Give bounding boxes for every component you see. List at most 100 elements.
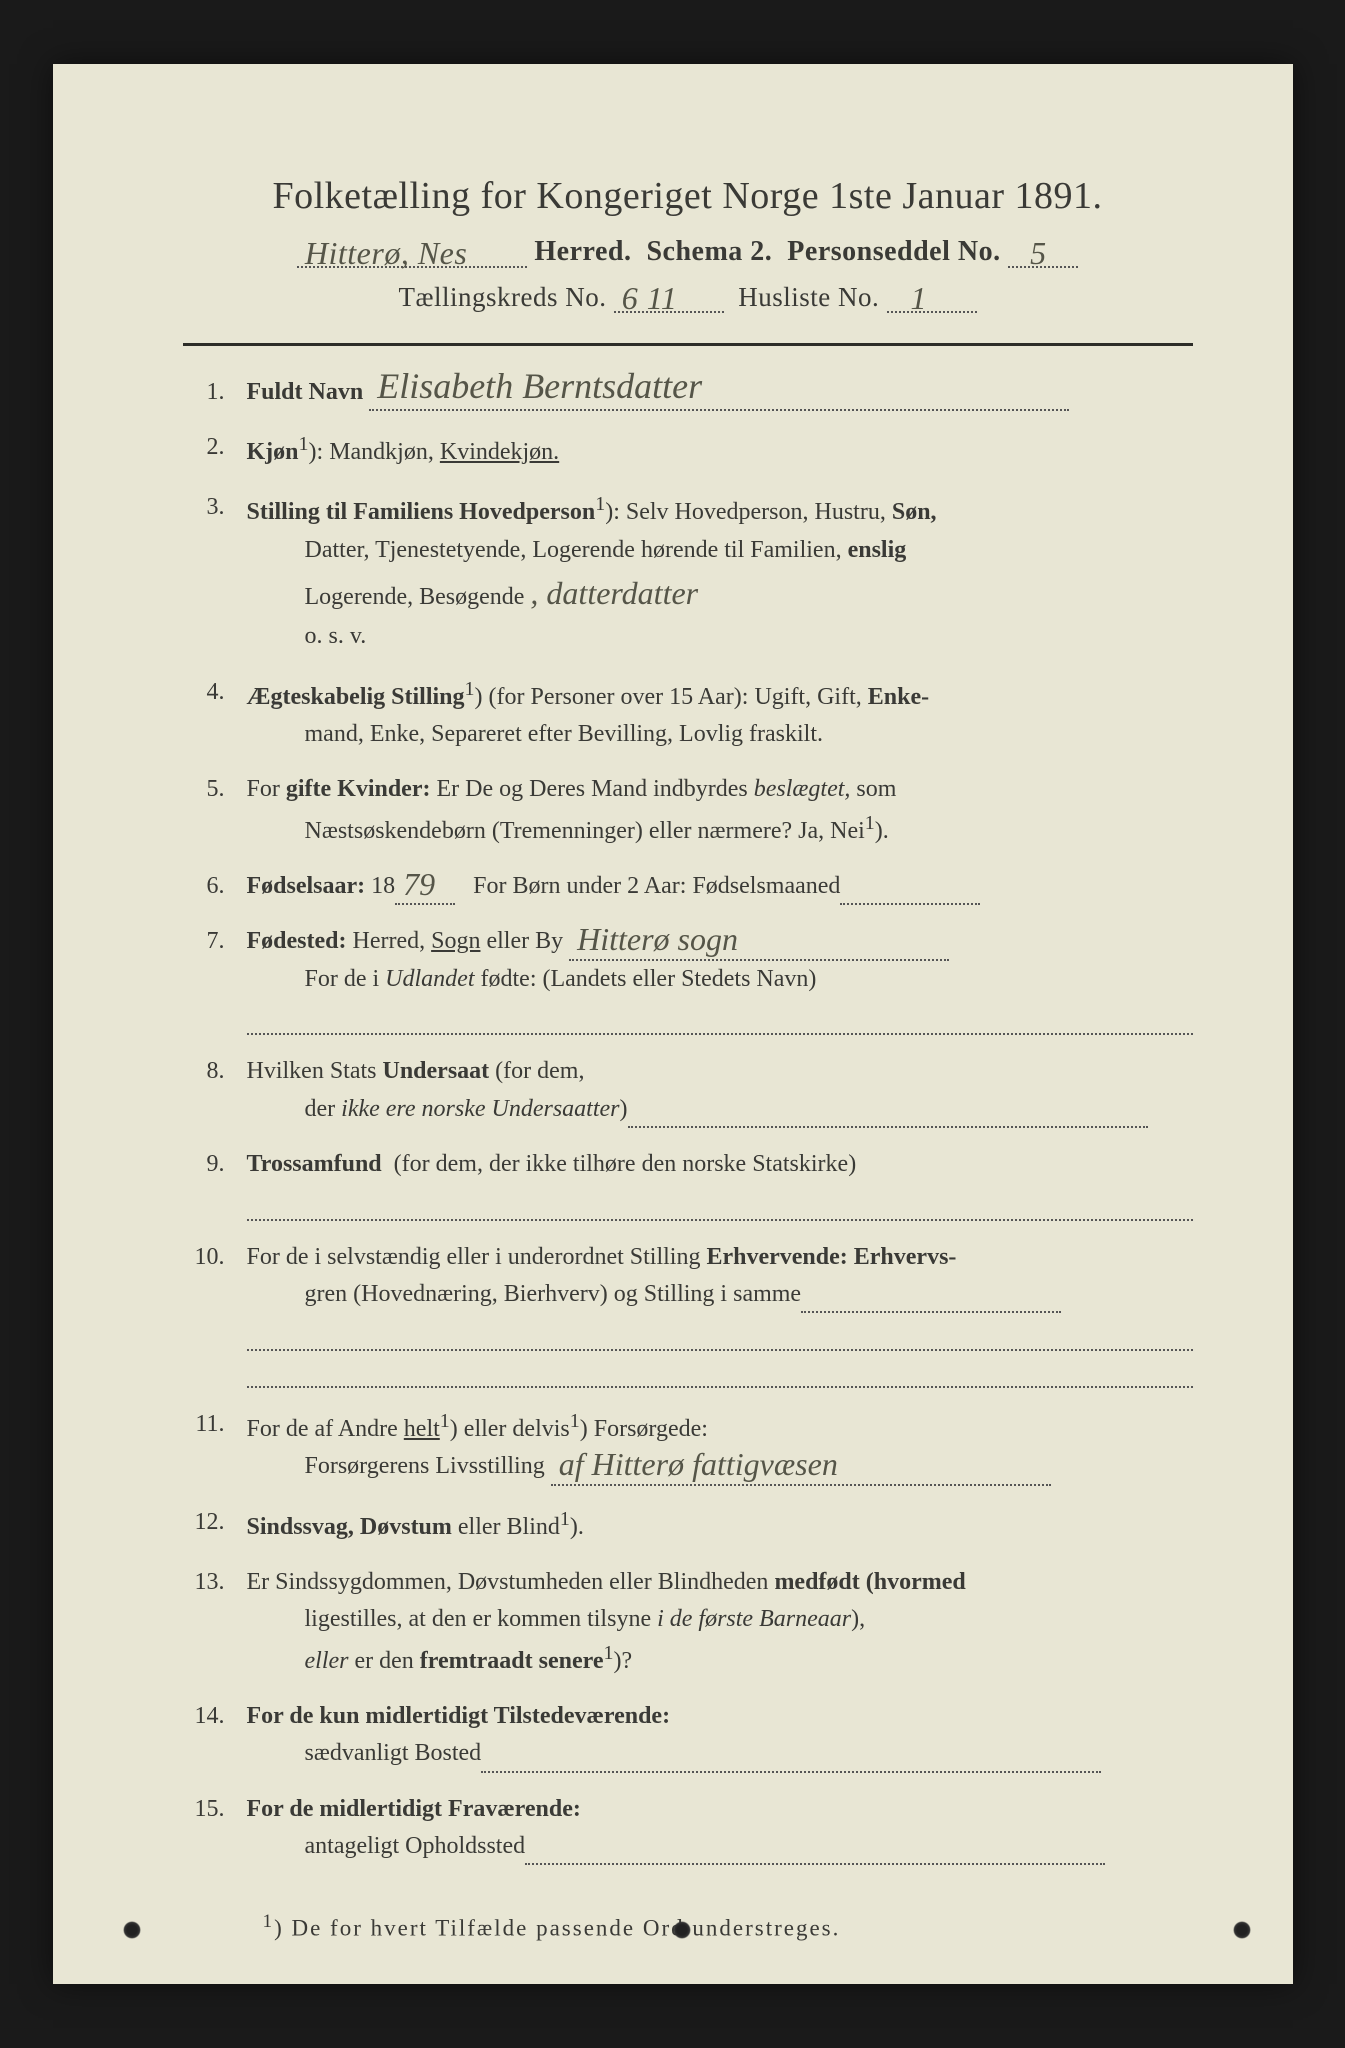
item-5: 5. For gifte Kvinder: Er De og Deres Man… [183, 771, 1193, 850]
personseddel-label: Personseddel No. [787, 236, 1000, 267]
text: ) eller delvis [450, 1416, 570, 1442]
punch-hole-icon [123, 1921, 141, 1939]
text: Forsørgerens Livsstilling [305, 1453, 545, 1479]
footnote-ref: 1 [865, 812, 875, 834]
item-body: For de kun midlertidigt Tilstedeværende:… [247, 1698, 1193, 1772]
year-field: 79 [395, 879, 455, 905]
item-num: 13. [183, 1564, 247, 1681]
cont: eller er den fremtraadt senere1)? [247, 1638, 1193, 1680]
text: der [305, 1096, 336, 1122]
item-num: 10. [183, 1239, 247, 1389]
text-bold: medfødt (hvormed [774, 1569, 965, 1595]
item-body: For gifte Kvinder: Er De og Deres Mand i… [247, 771, 1193, 850]
text: For de i [305, 966, 380, 992]
text: Logerende, Besøgende [305, 584, 525, 610]
fodested-field: Hitterø sogn [569, 934, 949, 960]
item-body: Er Sindssygdommen, Døvstumheden eller Bl… [247, 1564, 1193, 1681]
kjon-label: Kjøn [247, 439, 299, 465]
cont: der ikke ere norske Undersaatter) [247, 1091, 1193, 1128]
text-bold: enslig [848, 537, 907, 563]
text: ligestilles, at den er kommen tilsyne [305, 1606, 652, 1632]
year-prefix: 18 [371, 873, 395, 899]
text: (for dem, [495, 1058, 584, 1084]
maaned-field [840, 877, 980, 906]
text: (for Personer over 15 Aar): Ugift, Gift, [489, 684, 862, 710]
text: mand, Enke, Separeret efter Bevilling, L… [305, 721, 824, 747]
text: antageligt Opholdssted [305, 1833, 526, 1859]
kjon-option-mand: Mandkjøn, [329, 439, 434, 465]
text-bold: gifte Kvinder: [286, 776, 431, 802]
item-num: 12. [183, 1504, 247, 1546]
item-num: 5. [183, 771, 247, 850]
item-num: 15. [183, 1791, 247, 1865]
cont: gren (Hovednæring, Bierhverv) og Stillin… [247, 1276, 1193, 1313]
text-bold: Enke- [868, 684, 929, 710]
herred-field: Hitterø, Nes [297, 237, 527, 268]
text-bold: Søn, [892, 499, 937, 525]
blank-line [801, 1284, 1061, 1313]
census-form-page: Folketælling for Kongeriget Norge 1ste J… [53, 64, 1293, 1984]
text: ). [875, 818, 889, 844]
item-body: Fødselsaar: 1879 For Børn under 2 Aar: F… [247, 868, 1193, 905]
text: ). [570, 1514, 584, 1540]
text: som [856, 776, 896, 802]
husliste-label: Husliste No. [738, 282, 879, 312]
item-body: Hvilken Stats Undersaat (for dem, der ik… [247, 1053, 1193, 1127]
item-body: For de af Andre helt1) eller delvis1) Fo… [247, 1406, 1193, 1485]
aegteskab-label: Ægteskabelig Stilling [247, 684, 465, 710]
text: eller By [486, 928, 563, 954]
divider [183, 343, 1193, 346]
items-list: 1. Fuldt Navn Elisabeth Berntsdatter 2. … [183, 374, 1193, 1865]
text: Er Sindssygdommen, Døvstumheden eller Bl… [247, 1569, 769, 1595]
item-num: 1. [183, 374, 247, 411]
item-num: 9. [183, 1146, 247, 1221]
text-bold: Erhvervende: Erhvervs- [706, 1244, 956, 1270]
schema-label: Schema 2. [646, 236, 772, 267]
item-num: 2. [183, 429, 247, 471]
text-italic: eller [305, 1648, 349, 1674]
text: sædvanligt Bosted [305, 1740, 482, 1766]
helt-underlined: helt [404, 1416, 440, 1442]
stilling-label: Stilling til Familiens Hovedperson [247, 499, 596, 525]
blank-line [525, 1836, 1105, 1865]
text: er den [354, 1648, 413, 1674]
tallingskreds-no-field: 6 11 [614, 283, 724, 313]
item-num: 4. [183, 674, 247, 753]
trossamfund-label: Trossamfund [247, 1151, 382, 1177]
footnote-ref: 1 [560, 1508, 570, 1530]
item-9: 9. Trossamfund (for dem, der ikke tilhør… [183, 1146, 1193, 1221]
item-body: For de i selvstændig eller i underordnet… [247, 1239, 1193, 1389]
footnote-ref: 1 [465, 678, 475, 700]
text: (for dem, der ikke tilhøre den norske St… [394, 1151, 857, 1177]
text: o. s. v. [305, 623, 367, 649]
header-block: Folketælling for Kongeriget Norge 1ste J… [183, 174, 1193, 313]
fuldt-navn-field: Elisabeth Berntsdatter [369, 385, 1069, 411]
item-num: 11. [183, 1406, 247, 1485]
text: eller Blind [458, 1514, 560, 1540]
item-2: 2. Kjøn1): Mandkjøn, Kvindekjøn. [183, 429, 1193, 471]
fuldt-navn-label: Fuldt Navn [247, 379, 364, 405]
text: Næstsøskendebørn (Tremenninger) eller næ… [305, 818, 865, 844]
sogn-underlined: Sogn [431, 928, 480, 954]
text: Selv Hovedperson, Hustru, [626, 499, 886, 525]
cont: antageligt Opholdssted [247, 1828, 1193, 1865]
item-4: 4. Ægteskabelig Stilling1) (for Personer… [183, 674, 1193, 753]
footnote-ref: 1 [603, 1642, 613, 1664]
text-bold: For de kun midlertidigt Tilstedeværende: [247, 1703, 671, 1729]
item-body: Fødested: Herred, Sogn eller By Hitterø … [247, 923, 1193, 1035]
text: )? [613, 1648, 632, 1674]
text: Herred, [352, 928, 425, 954]
item-body: Ægteskabelig Stilling1) (for Personer ov… [247, 674, 1193, 753]
item-body: Sindssvag, Døvstum eller Blind1). [247, 1504, 1193, 1546]
text: Er De og Deres Mand indbyrdes [436, 776, 747, 802]
header-line-3: Tællingskreds No. 6 11 Husliste No. 1 [183, 282, 1193, 313]
item-body: Trossamfund (for dem, der ikke tilhøre d… [247, 1146, 1193, 1221]
item-num: 6. [183, 868, 247, 905]
text-italic: i de første Barneaar [657, 1606, 851, 1632]
cont: For de i Udlandet fødte: (Landets eller … [247, 961, 1193, 998]
item-num: 3. [183, 489, 247, 655]
text: For de i selvstændig eller i underordnet… [247, 1244, 701, 1270]
kjon-option-kvinde: Kvindekjøn. [440, 439, 559, 465]
item-3: 3. Stilling til Familiens Hovedperson1):… [183, 489, 1193, 655]
blank-line [247, 1355, 1193, 1389]
